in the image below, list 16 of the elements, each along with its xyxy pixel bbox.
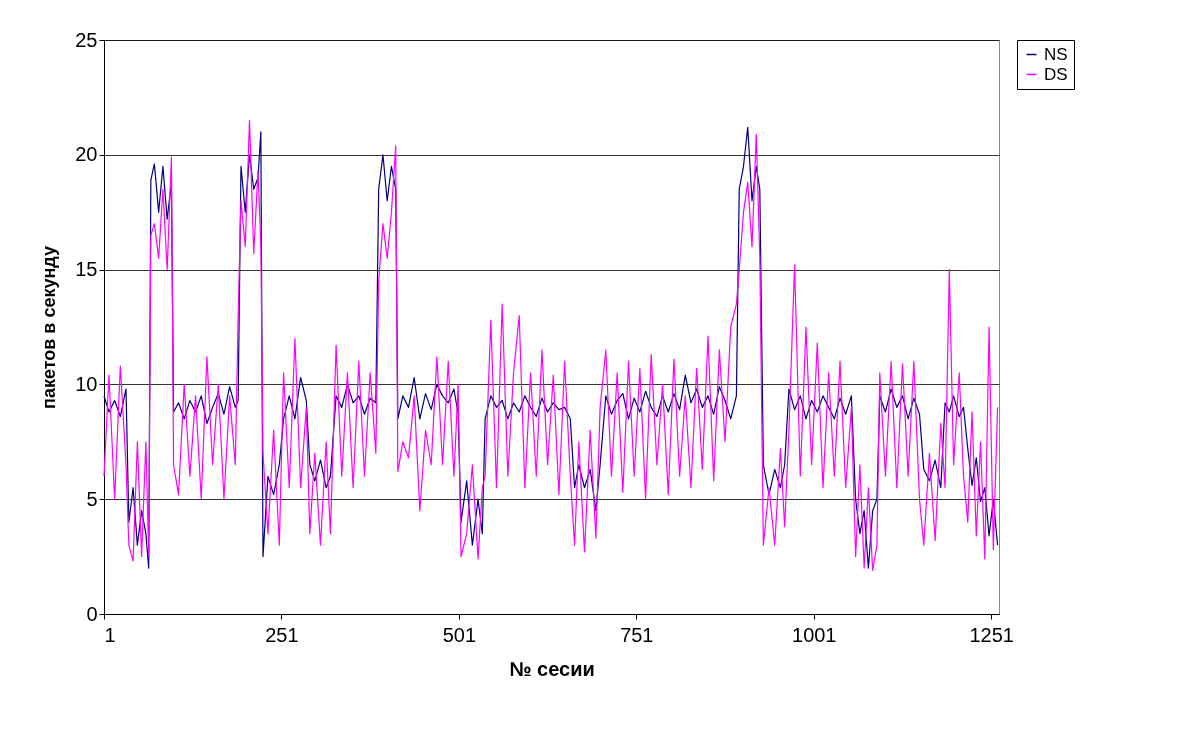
y-tick-label: 20 xyxy=(75,143,98,166)
y-tick-label: 15 xyxy=(75,258,98,281)
legend-label: NS xyxy=(1044,44,1068,64)
y-tick-label: 0 xyxy=(86,602,98,625)
y-tick-label: 5 xyxy=(86,487,98,510)
y-tick-label: 10 xyxy=(75,372,98,395)
legend-label: DS xyxy=(1044,64,1068,84)
x-tick-label: 1 xyxy=(104,623,116,646)
x-tick-label: 251 xyxy=(265,623,299,646)
x-tick-label: 501 xyxy=(442,623,477,646)
y-tick-label: 25 xyxy=(75,28,98,51)
y-axis-title: пакетов в секунду xyxy=(39,246,60,409)
x-tick-label: 751 xyxy=(620,623,654,646)
x-axis-title: № сесии xyxy=(509,657,595,680)
x-tick-label: 1251 xyxy=(969,623,1014,646)
x-tick-label: 1001 xyxy=(792,623,837,646)
